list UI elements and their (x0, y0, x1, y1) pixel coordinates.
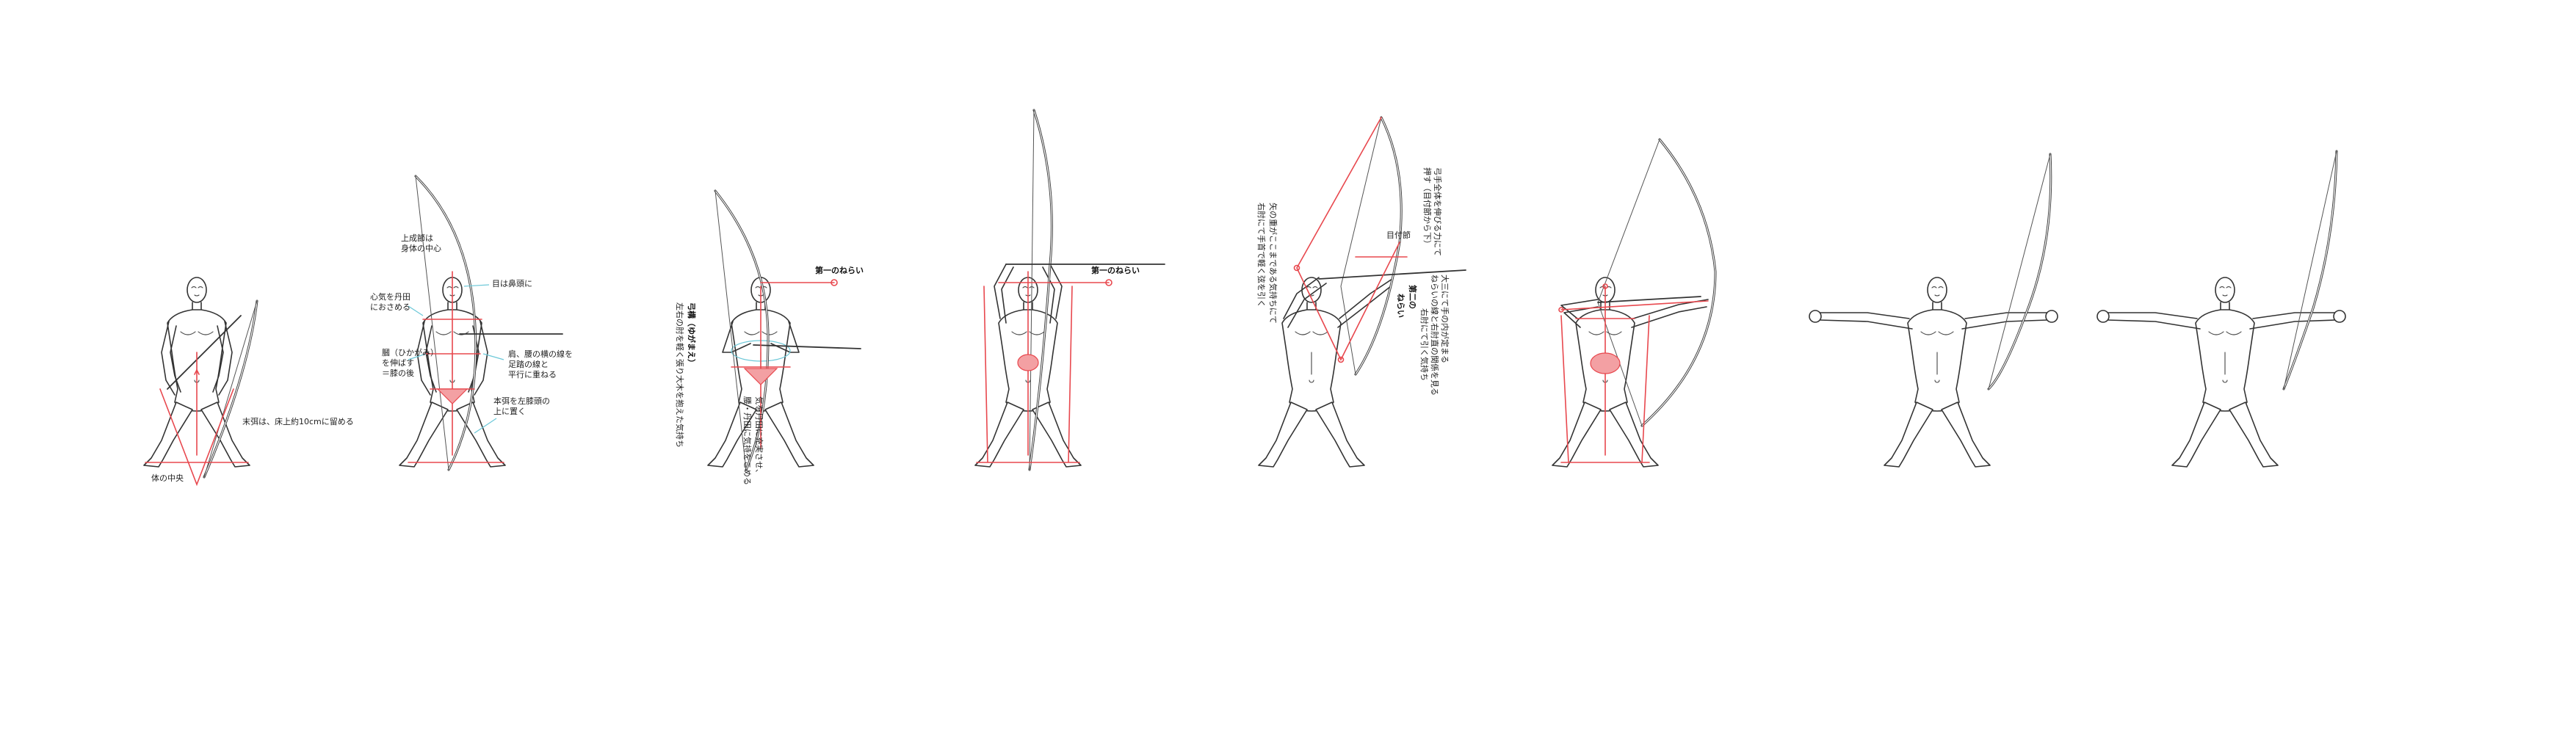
stage-2-label-a: 上成節は (401, 233, 433, 243)
stage-2-label-e: 目は鼻頭に (492, 278, 532, 288)
stage-5-label-i: ねらいの線と右肘直の関係を見る (1430, 275, 1440, 396)
stage-2-label-b: 身体の中心 (401, 243, 441, 253)
stage-5-label-a: 弓手全体を伸びる力にて (1433, 167, 1443, 256)
stage-3-label-c: 左右の肘を軽く張り大木を抱えた気持ち (675, 302, 685, 448)
stage-1-label-a: 末弭は、床上約10cmに留める (242, 416, 354, 426)
stage-8-figure (2096, 150, 2346, 468)
stage-4-aim-label: 第一のねらい (1091, 265, 1140, 275)
stage-2-label-i: 膕（ひかがみ） (382, 347, 438, 357)
stage-2-label-m: 上に置く (493, 407, 526, 416)
stage-2-figure (399, 175, 563, 471)
stage-5-label-h: 大三にて手の内が定まる (1440, 275, 1450, 363)
stage-3-label-d: 気を丹田に充実させ、 (754, 396, 764, 477)
stage-2-label-g: 足踏の線と (508, 359, 549, 369)
stage-3-label-b: 弓構（ゆがまえ） (687, 302, 697, 367)
stage-2-label-f: 肩、腰の横の線を (508, 349, 573, 359)
stage-2-label-d: におさめる (370, 302, 410, 312)
stage-3-aim-label: 第一のねらい (815, 265, 864, 275)
stage-5-label-c: 矢の重がここまである気持ちにて (1268, 203, 1278, 324)
stage-2-label-c: 心気を丹田 (370, 291, 410, 302)
stage-1-figure (143, 277, 258, 487)
stage-2-label-h: 平行に重ねる (508, 369, 557, 379)
stage-5-label-e: 目付節 (1386, 230, 1411, 240)
stage-2-label-l: 本弭を左膝頭の (493, 396, 550, 406)
stage-6-figure (1552, 138, 1717, 468)
stage-1-label-b: 体の中央 (151, 473, 184, 483)
stage-4-figure (974, 109, 1165, 471)
stage-5-label-f: 第二の (1408, 285, 1418, 309)
stage-3-figure (707, 189, 861, 471)
stage-5-figure (1258, 116, 1466, 468)
stage-2-label-j: を伸ばす (382, 358, 414, 368)
stage-7-figure (1809, 153, 2058, 468)
stage-5-label-d: 右肘にて手首で軽く弦を引く (1256, 203, 1267, 308)
stage-2-label-k: ＝膝の後 (382, 368, 414, 378)
stage-5-label-b: 押す（目付節から下） (1422, 167, 1433, 248)
stage-5-label-g: ねらい (1396, 294, 1405, 318)
stage-3-label-e: 腰・丹田に気持をこめる (742, 396, 753, 485)
stage-5-label-j: 右肘にて引く気持ち (1419, 308, 1430, 381)
